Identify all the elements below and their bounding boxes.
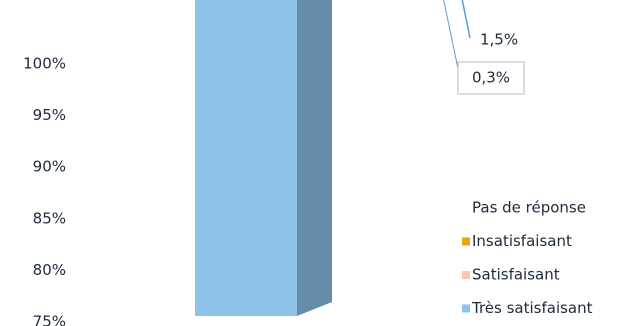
legend-label: Insatisfaisant (472, 232, 572, 250)
legend-swatch (462, 271, 470, 279)
y-tick-label: 90% (33, 158, 66, 176)
data-label: 1,5% (480, 31, 518, 49)
callout-line (461, 0, 471, 39)
y-tick-label: 75% (33, 313, 66, 326)
y-tick-label: 85% (33, 209, 66, 227)
bar-segment (195, 0, 297, 316)
legend-swatch (462, 204, 470, 212)
legend-label: Satisfaisant (472, 266, 560, 284)
y-tick-label: 100% (23, 55, 66, 73)
callout-box (457, 61, 525, 95)
legend-label: Très satisfaisant (471, 299, 593, 317)
y-tick-label: 80% (33, 261, 66, 279)
bar-side (297, 0, 332, 316)
data-label: 0,3% (472, 69, 510, 87)
y-tick-label: 95% (33, 106, 66, 124)
legend-swatch (462, 304, 470, 313)
legend-swatch (462, 237, 470, 246)
legend-label: Pas de réponse (472, 199, 586, 217)
